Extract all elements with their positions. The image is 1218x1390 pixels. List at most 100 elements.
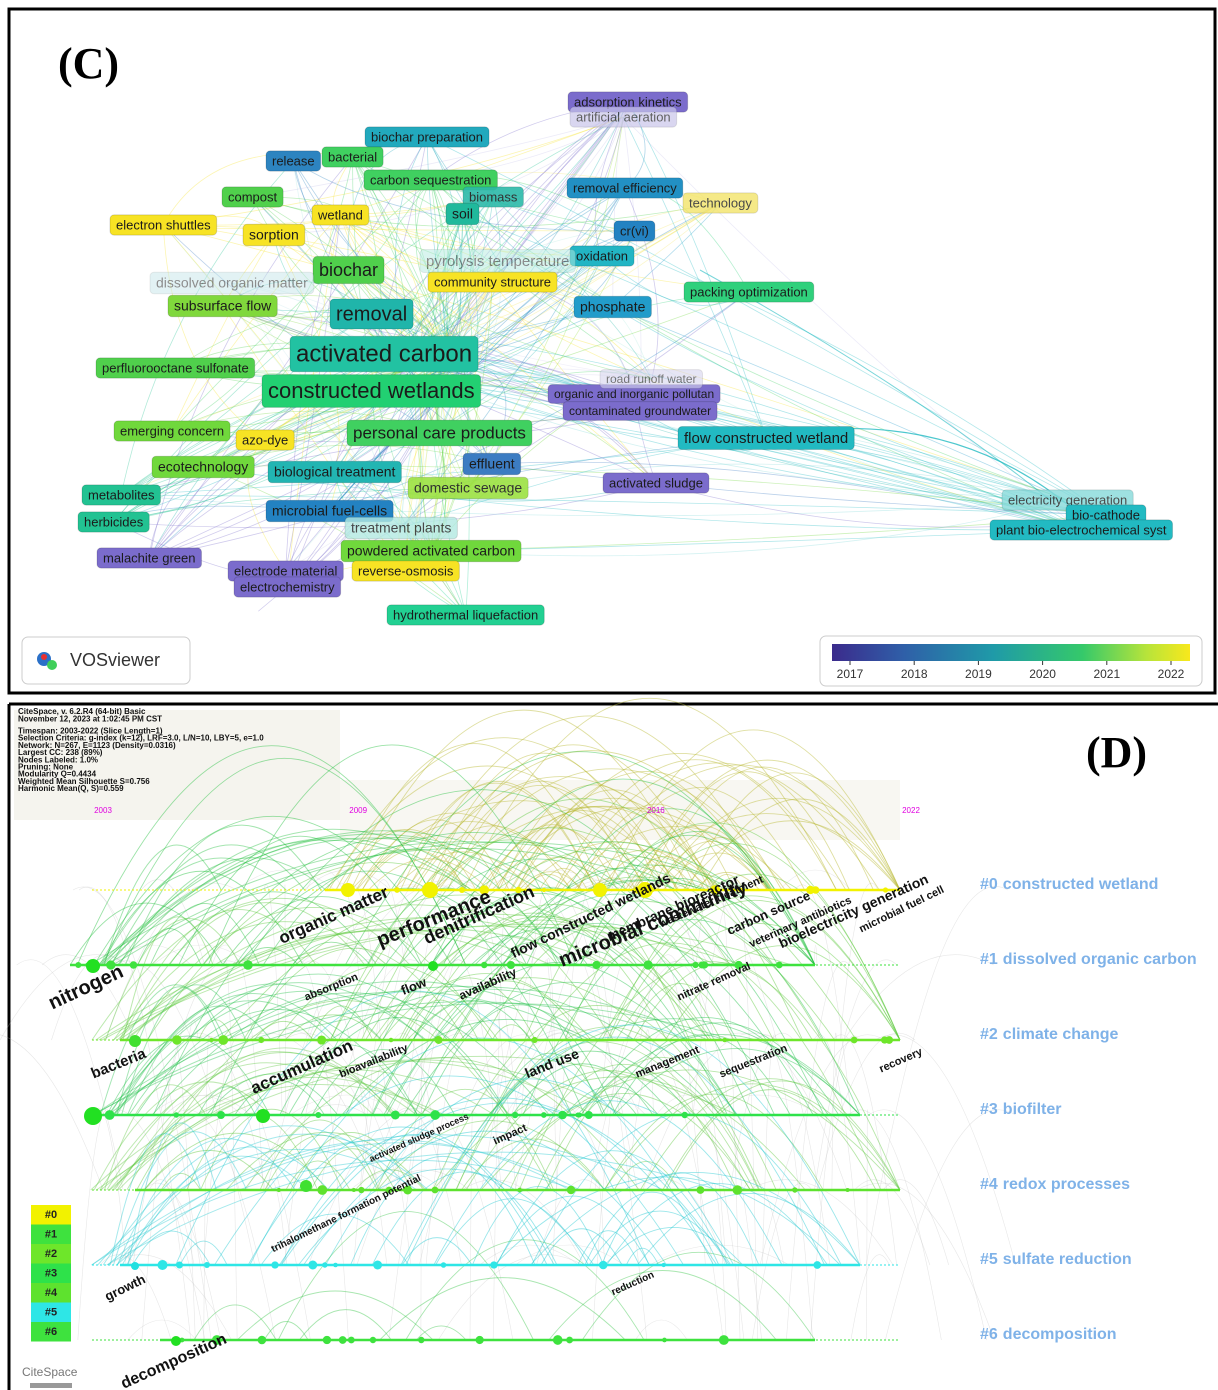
cluster-id: #3 [980, 1101, 998, 1118]
node-label: powdered activated carbon [347, 543, 515, 559]
node-label: electrode material [234, 563, 337, 578]
node-label: biological treatment [274, 464, 396, 480]
cluster-id: #1 [980, 951, 998, 968]
node-label: organic and inorganic pollutan [554, 387, 714, 401]
node: ecotechnology [152, 456, 254, 478]
node-label: emerging concern [120, 423, 224, 438]
panel-label: (D) [1086, 728, 1147, 777]
node: wetland [312, 205, 369, 225]
timeline-node [323, 1336, 331, 1344]
cluster-name: dissolved organic carbon [1003, 951, 1197, 968]
timeline-node [157, 1260, 167, 1270]
timeline-node [692, 962, 698, 968]
cluster-label: #0constructed wetland [980, 876, 1158, 893]
node-label: flow constructed wetland [684, 430, 848, 447]
timeline-node [308, 1261, 317, 1270]
timeline-node [441, 1262, 446, 1267]
node: sorption [243, 224, 305, 246]
node: removal efficiency [567, 178, 683, 198]
node-label: azo-dye [242, 432, 288, 447]
timeline-node [391, 1111, 400, 1120]
timeline-node [171, 1336, 181, 1346]
node-label: subsurface flow [174, 298, 272, 314]
node-label: effluent [469, 456, 515, 472]
colorbar-tick-label: 2017 [837, 667, 864, 681]
timeline-node [394, 887, 400, 893]
colorbar [832, 644, 1190, 661]
node: dissolved organic matter [150, 272, 314, 294]
node-label: wetland [317, 207, 363, 222]
node: emerging concern [114, 421, 230, 441]
cluster-name: biofilter [1003, 1101, 1062, 1118]
node: removal [330, 299, 413, 329]
colorbar-tick-label: 2018 [901, 667, 928, 681]
node-label: bacterial [328, 149, 377, 164]
node-label: electrochemistry [240, 579, 335, 594]
legend-label: #0 [45, 1209, 57, 1221]
timeline-node [851, 1037, 858, 1044]
timeline-node [432, 1187, 439, 1194]
timeline-node [682, 1112, 688, 1118]
timeline-node [174, 1112, 179, 1117]
node: pyrolysis temperature [420, 250, 575, 273]
node-label: activated carbon [296, 340, 472, 367]
node-label: biomass [469, 189, 518, 204]
node: activated sludge [603, 473, 709, 493]
node: reverse-osmosis [352, 561, 459, 581]
timeline-node [422, 882, 438, 898]
timeline-node [131, 1262, 139, 1270]
timeline-node [176, 1262, 183, 1269]
node: azo-dye [236, 430, 294, 450]
timeline-node [481, 962, 487, 968]
node: road runoff water [600, 370, 703, 389]
node: subsurface flow [168, 295, 277, 317]
node-label: phosphate [580, 299, 646, 315]
node-label: herbicides [84, 514, 144, 529]
timeline-node [696, 1186, 704, 1194]
logo-bar [30, 1383, 72, 1388]
cluster-name: sulfate reduction [1003, 1251, 1132, 1268]
node-label: oxidation [576, 248, 628, 263]
cluster-name: decomposition [1003, 1326, 1117, 1343]
timeline-node [172, 1035, 181, 1044]
timeline-node [435, 1036, 443, 1044]
cluster-id: #0 [980, 876, 998, 893]
colorbar-tick-label: 2021 [1093, 667, 1120, 681]
timeline-node [644, 960, 653, 969]
node-label: removal efficiency [573, 180, 677, 195]
cluster-id: #5 [980, 1251, 998, 1268]
timeline-node [339, 1336, 347, 1344]
timeline-node [566, 1337, 573, 1344]
node-label: cr(vi) [620, 223, 649, 238]
info-line: November 12, 2023 at 1:02:45 PM CST [18, 714, 162, 723]
timeline-node [512, 1112, 518, 1118]
node: flow constructed wetland [678, 427, 854, 450]
cluster-legend: #0#1#2#3#4#5#6 [31, 1205, 71, 1342]
timeline-node [130, 961, 137, 968]
cluster-id: #4 [980, 1176, 998, 1193]
node-label: treatment plants [351, 520, 451, 536]
node: compost [222, 187, 283, 207]
node-label: carbon sequestration [370, 172, 491, 187]
legend-label: #1 [45, 1228, 57, 1240]
node: electrochemistry [234, 577, 341, 597]
node: artificial aeration [570, 107, 677, 127]
node-label: biochar preparation [371, 129, 483, 144]
timeline-node [322, 1262, 327, 1267]
node: bacterial [322, 147, 383, 167]
node: perfluorooctane sulfonate [96, 358, 255, 378]
timeline-node [418, 1337, 424, 1343]
timeline-node [558, 1111, 567, 1120]
timeline-node [317, 1185, 327, 1195]
node-label: reverse-osmosis [358, 563, 454, 578]
timeline-node [699, 962, 706, 969]
node-label: pyrolysis temperature [426, 253, 569, 270]
node-label: ecotechnology [158, 459, 248, 475]
timeline-node [428, 961, 438, 971]
timeline-node [315, 1112, 321, 1118]
node-label: packing optimization [690, 284, 808, 299]
timeline-node [256, 1109, 270, 1123]
timeline-node [430, 1110, 440, 1120]
timeline-node [720, 1337, 727, 1344]
node-label: community structure [434, 274, 551, 289]
